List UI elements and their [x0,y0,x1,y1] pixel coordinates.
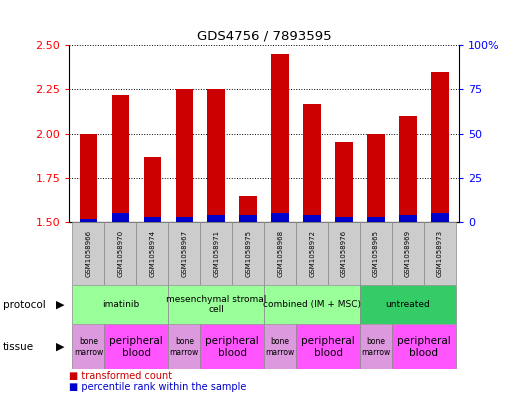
Bar [72,222,105,285]
Text: GSM1058973: GSM1058973 [437,230,443,277]
Bar [175,217,193,222]
Bar [240,195,257,222]
Bar [271,54,289,222]
Bar [168,222,200,285]
Bar [360,285,456,324]
Bar [392,324,456,369]
Bar [136,222,168,285]
Bar [264,222,296,285]
Text: untreated: untreated [386,300,430,309]
Bar [144,217,161,222]
Text: protocol: protocol [3,299,45,310]
Text: ■ percentile rank within the sample: ■ percentile rank within the sample [69,382,247,392]
Bar [80,219,97,222]
Text: GSM1058972: GSM1058972 [309,230,315,277]
Text: bone
marrow: bone marrow [170,337,199,356]
Bar [296,324,360,369]
Text: ▶: ▶ [55,342,64,352]
Bar [144,156,161,222]
Text: GSM1058965: GSM1058965 [373,230,379,277]
Text: GSM1058976: GSM1058976 [341,230,347,277]
Bar [431,72,449,222]
Text: peripheral
blood: peripheral blood [397,336,451,358]
Bar [360,222,392,285]
Bar [360,324,392,369]
Bar [336,142,353,222]
Bar [80,134,97,222]
Bar [264,324,296,369]
Bar [168,324,200,369]
Text: imatinib: imatinib [102,300,139,309]
Text: bone
marrow: bone marrow [362,337,391,356]
Bar [399,116,417,222]
Bar [112,95,129,222]
Text: GSM1058975: GSM1058975 [245,230,251,277]
Text: bone
marrow: bone marrow [74,337,103,356]
Bar [303,103,321,222]
Bar [431,213,449,222]
Bar [207,90,225,222]
Bar [105,324,168,369]
Bar [232,222,264,285]
Text: GSM1058971: GSM1058971 [213,230,219,277]
Bar [112,213,129,222]
Text: mesenchymal stromal
cell: mesenchymal stromal cell [166,295,266,314]
Bar [303,215,321,222]
Bar [399,215,417,222]
Text: peripheral
blood: peripheral blood [301,336,355,358]
Text: GSM1058974: GSM1058974 [149,230,155,277]
Bar [336,217,353,222]
Text: peripheral
blood: peripheral blood [205,336,259,358]
Text: GSM1058966: GSM1058966 [86,230,91,277]
Bar [175,90,193,222]
Bar [264,285,360,324]
Title: GDS4756 / 7893595: GDS4756 / 7893595 [197,29,331,42]
Bar [72,324,105,369]
Text: ▶: ▶ [55,299,64,310]
Bar [328,222,360,285]
Bar [105,222,136,285]
Text: GSM1058970: GSM1058970 [117,230,124,277]
Bar [367,217,385,222]
Text: peripheral
blood: peripheral blood [109,336,163,358]
Bar [296,222,328,285]
Bar [424,222,456,285]
Bar [271,213,289,222]
Text: ■ transformed count: ■ transformed count [69,371,172,381]
Text: GSM1058969: GSM1058969 [405,230,411,277]
Text: bone
marrow: bone marrow [266,337,295,356]
Bar [200,222,232,285]
Bar [200,324,264,369]
Text: combined (IM + MSC): combined (IM + MSC) [263,300,361,309]
Bar [240,215,257,222]
Bar [392,222,424,285]
Bar [168,285,264,324]
Text: GSM1058967: GSM1058967 [181,230,187,277]
Bar [207,215,225,222]
Text: GSM1058968: GSM1058968 [277,230,283,277]
Text: tissue: tissue [3,342,34,352]
Bar [367,134,385,222]
Bar [72,285,168,324]
